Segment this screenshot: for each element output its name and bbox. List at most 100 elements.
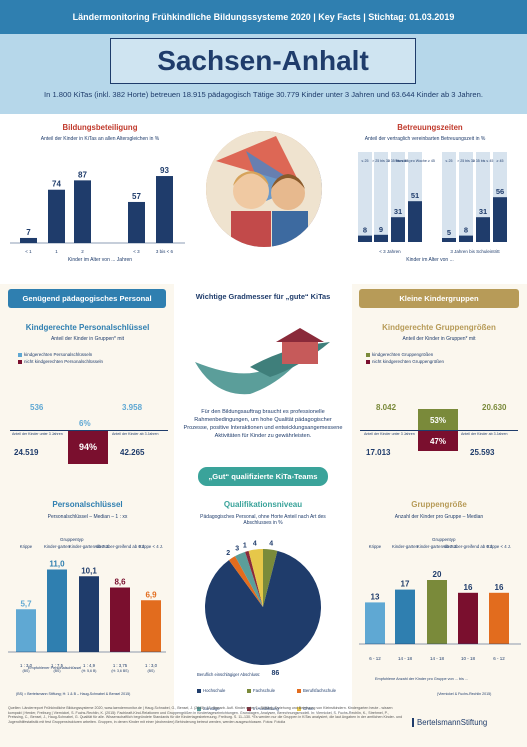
psk-legend-label-2: nicht kindgerechten Personalschlüsseln [24,359,104,364]
betreuung-bar [493,197,507,242]
ggchart-value-label: 20 [433,570,442,579]
ggchart-value-label: 16 [464,583,473,592]
pskchart-bar [16,609,36,652]
pskchart-bar [47,569,67,652]
betreuung-col-label: ≥ 45 [497,159,504,163]
bildung-cat-label: 1 [55,249,58,254]
mid-heading: Wichtige Gradmesser für „gute“ KiTas [195,292,331,301]
bildung-bar [48,189,65,243]
bird-house-icon [195,328,330,395]
ggchart-range: 6 - 12 [493,656,505,661]
ggchart-cat-label: Kinder-garten ab 2 J. [417,544,457,549]
pskchart-ratio-sub: (BS) [54,669,61,673]
psk-subtitle: Anteil der Kinder in Gruppen* mit [50,336,125,342]
betreuung-bar [442,238,456,242]
psk-title: Kindgerechte Personalschlüssel [25,323,150,332]
legend-swatch [366,359,370,364]
ggchart-cat-label: Krippe [369,544,382,549]
betreuung-bar [374,234,388,242]
bildung-title: Bildungsbeteiligung [62,123,138,132]
page-title: Sachsen-Anhalt [110,38,416,84]
bildung-cat-label: < 3 [133,249,140,254]
betreuung-subtitle: Anteil der vertraglich vereinbarten Betr… [364,136,486,142]
psk-legend-1: kindgerechten Personalschlüsseln [18,352,168,357]
pskchart-cat-label: Kinder-garten [44,544,71,549]
betreuung-col-label: > 25 bis 35 [372,159,390,163]
brand-logo: BertelsmannStiftung [412,718,487,727]
gg-row-u3: Anteil der Kinder unter 3 Jahren [364,432,415,436]
qual-value-label: 86 [271,670,279,675]
pskchart-bar [79,576,99,652]
qual-slice [248,549,263,607]
pskchart-ratio-sub: (H: 5,6 B) [82,669,97,673]
bildung-value-label: 93 [160,166,169,175]
betreuung-chart: 8 9 31 51 5 8 31 56 < 3 Jahren 3 Jahren bis Schul… [358,152,507,254]
betreuung-bar [476,217,490,242]
gg-row-a3: Anteil der Kinder ab 3 Jahren [461,432,508,436]
qual-legend-item: Fachschule [247,688,297,693]
header-bar: Ländermonitoring Frühkindliche Bildungss… [0,0,527,34]
betreuung-col-label: > 35 bis ≤ 45 [388,159,409,163]
betreuung-value-label: 56 [496,187,504,196]
qual-slice [245,550,263,607]
ggchart-source: (Viernickel & Fuchs-Rechlin 2015) [437,692,492,696]
bildung-value-label: 74 [52,180,61,189]
betreuung-col-label: Stunden pro Woche ≥ 45 [395,159,435,163]
ggchart-bar [395,589,415,644]
ggchart-bar [365,602,385,644]
betreuung-group-label: 3 Jahren bis Schuleintritt [450,249,500,254]
legend-swatch [18,352,22,357]
betreuung-value-label: 31 [479,207,487,216]
gg-legend-1: kindgerechten Gruppengrößen [366,352,516,357]
mid-text: Für den Bildungsauftrag braucht es profe… [183,409,343,439]
betreuung-xlabel: Kinder im Alter von ... [406,257,454,263]
qual-legend: Hochschule Fachschule Berufsfachschule Sons… [197,679,347,715]
pskchart-bar [110,587,130,652]
bildung-bar [20,237,37,243]
bildung-value-label: 57 [132,192,141,201]
betreuung-bar [358,235,372,242]
betreuung-bar-bg [459,152,473,242]
ggchart-value-label: 17 [401,580,410,589]
bildung-cat-label: 3 bis < 6 [156,249,174,254]
pskchart-bar [141,600,161,652]
ggchart-bar [427,580,447,644]
pskchart-value-label: 10,1 [81,566,97,575]
qual-value-label: 3 [235,545,239,552]
bildung-bar [128,201,145,243]
betreuung-value-label: 5 [447,228,451,237]
betreuung-value-label: 8 [464,226,468,235]
pskchart-value-label: 8,6 [114,578,126,587]
betreuung-col-label: ≤ 25 [446,159,453,163]
pskchart-cat-label: Krippe [20,544,33,549]
qual-value-label: 2 [226,550,230,557]
gg-legend-2: nicht kindgerechten Gruppengrößen [366,359,516,364]
ggchart-range: 10 - 18 [461,656,476,661]
qual-slice [263,549,278,607]
pskchart-cat-label: Krippe < 4 J. [139,544,163,549]
gg-top-mid: 53% [418,409,458,431]
psk-bot-right: 42.265 [120,448,145,457]
bildung-bar [156,176,173,243]
gg-top-left: 8.042 [376,403,397,412]
pskchart-ratio-sub: (BS) [23,669,30,673]
pskchart-source: (BS) = Bertelsmann Stiftung; H: 1 & B – … [16,692,131,696]
legend-swatch [366,352,370,357]
pskchart-ratio: 1 : 3,75 [113,663,128,668]
photo-illustration [206,131,322,247]
betreuung-value-label: 8 [363,226,367,235]
qual-legend-item: In Ausbildung [247,706,297,711]
ggchart-range: 14 - 18 [398,656,413,661]
ggchart-subtitle: Anzahl der Kinder pro Gruppe – Median [394,514,484,520]
pskchart-cat-label: Kinder-garten ab 2 J. [69,544,109,549]
psk-legend-2: nicht kindgerechten Personalschlüsseln [18,359,168,364]
betreuung-col-label: ≤ 25 [362,159,369,163]
gg-rule [360,430,518,431]
betreuung-bar-bg [374,152,388,242]
qual-subtitle: Pädagogisches Personal, ohne Horte Antei… [200,514,326,526]
gg-bot-right: 25.593 [470,448,495,457]
bildung-cat-label: < 1 [25,249,32,254]
